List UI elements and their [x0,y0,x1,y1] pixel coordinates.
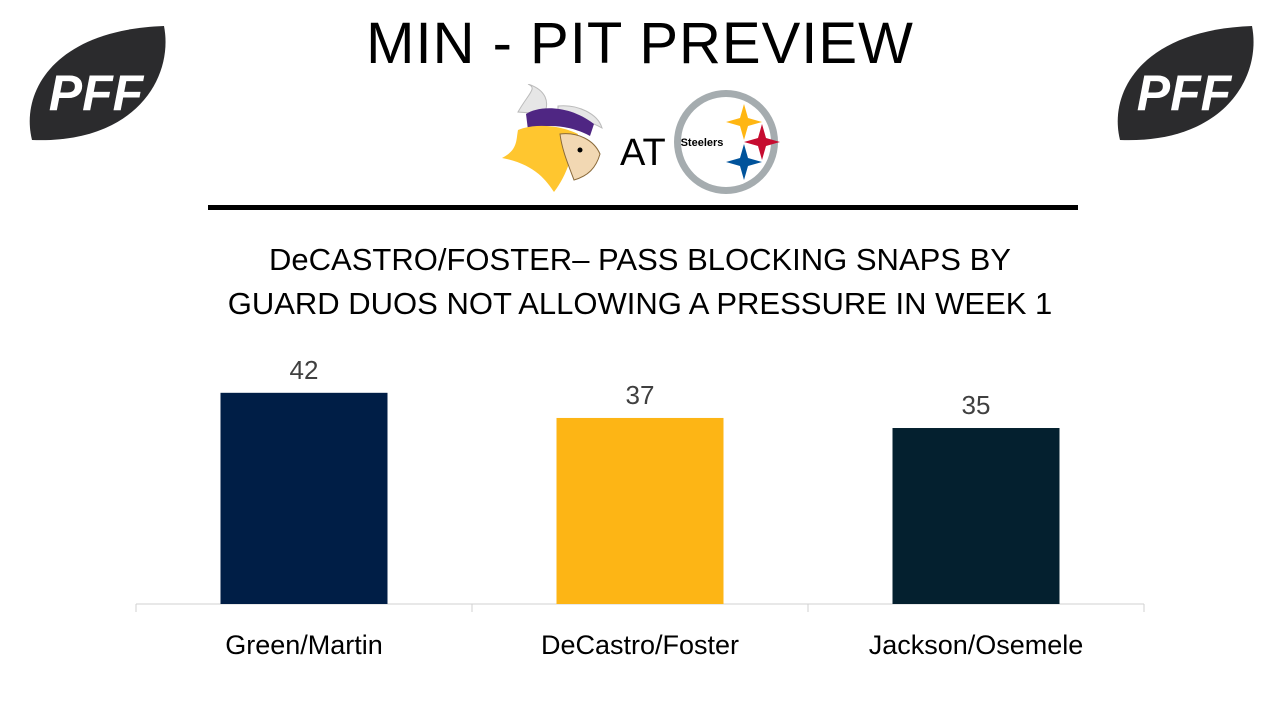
page-title: MIN - PIT PREVIEW [366,11,914,76]
data-label-1: 42 [290,355,319,385]
pff-logo-right: PFF [1117,26,1254,141]
pff-logo-left: PFF [29,26,166,141]
steelers-logo-icon: Steelers [674,90,780,194]
category-label-1: Green/Martin [225,630,383,660]
bar-2 [556,417,724,604]
at-label: AT [620,132,666,174]
data-label-3: 35 [962,390,991,420]
steelers-wordmark: Steelers [681,137,724,149]
chart-title-line-1: DeCASTRO/FOSTER– PASS BLOCKING SNAPS BY [269,242,1011,277]
vikings-logo-icon [502,84,603,192]
chart-title-line-2: GUARD DUOS NOT ALLOWING A PRESSURE IN WE… [227,286,1053,321]
football-shape-icon [1117,26,1254,141]
category-label-3: Jackson/Osemele [869,630,1084,660]
bar-1 [220,392,388,604]
header-divider [208,205,1078,210]
football-shape-icon [29,26,166,141]
category-label-2: DeCastro/Foster [541,630,739,660]
chart-title: DeCASTRO/FOSTER– PASS BLOCKING SNAPS BY … [0,238,1280,326]
bar-3 [892,428,1060,604]
pff-logo-text: PFF [1137,65,1233,121]
data-label-2: 37 [626,380,655,410]
team-logos: Steelers [502,84,780,194]
pff-logo-text: PFF [49,65,145,121]
bar-chart: 42 Green/Martin 37 DeCastro/Foster 35 Jackson… [135,355,1145,660]
